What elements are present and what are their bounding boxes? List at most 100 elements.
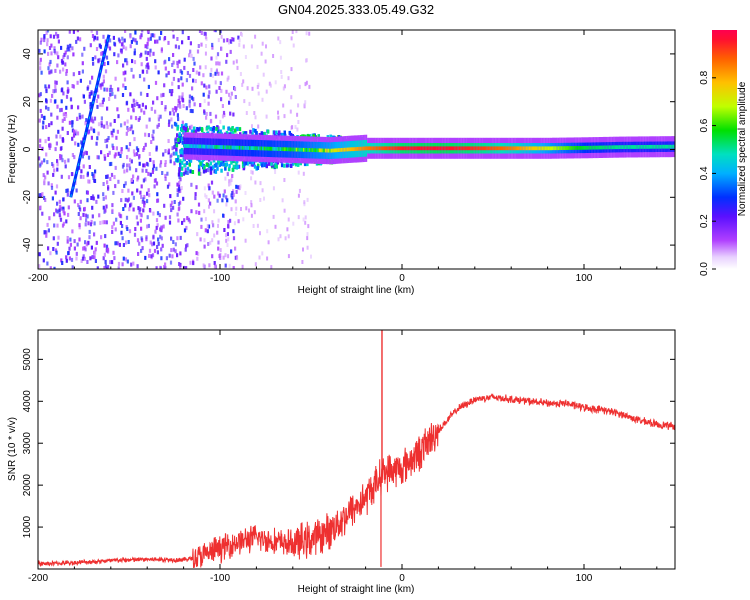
spectrogram-noise-cell xyxy=(153,178,156,183)
spectrogram-trace-core xyxy=(317,148,320,153)
spectrogram-faint-cell xyxy=(296,127,299,132)
spectrogram-noise-cell xyxy=(117,151,120,156)
spectrogram-cloud-cell xyxy=(233,159,236,164)
spectrogram-trace-core xyxy=(585,145,588,150)
spectrogram-noise-cell xyxy=(157,237,160,242)
spectrogram-noise-cell xyxy=(232,37,235,42)
spectrogram-trace-core xyxy=(552,146,554,151)
spectrogram-noise-cell xyxy=(133,232,137,237)
spectrogram-noise-cell xyxy=(219,81,222,86)
spectrogram-noise-cell xyxy=(81,154,84,159)
spectrogram-faint-cell xyxy=(263,160,266,165)
spectrogram-noise-cell xyxy=(184,167,187,172)
spectrogram-noise-cell xyxy=(176,236,179,241)
spectrogram-noise-cell xyxy=(192,78,195,83)
spectrogram-noise-cell xyxy=(131,130,135,135)
spectrogram-noise-cell xyxy=(171,107,174,112)
spectrogram-noise-cell xyxy=(93,178,96,183)
spectrogram-trace-core xyxy=(241,145,244,150)
spectrogram-noise-cell xyxy=(65,188,68,193)
spectrogram-trace-core xyxy=(234,145,237,150)
spectrogram-faint-cell xyxy=(256,64,259,69)
spectrogram-noise-cell xyxy=(124,257,127,262)
spectrogram-noise-cell xyxy=(153,248,157,253)
spectrogram-faint-cell xyxy=(279,40,282,45)
spectrogram-noise-cell xyxy=(146,63,149,68)
spectrogram-noise-cell xyxy=(167,139,170,143)
spectrogram-noise-cell xyxy=(56,51,59,56)
spectrogram-noise-cell xyxy=(230,193,233,198)
spectrogram-noise-cell xyxy=(66,86,70,91)
spectrogram-noise-cell xyxy=(196,49,200,54)
spectrogram-trace-core xyxy=(218,145,221,149)
spectrogram-noise-cell xyxy=(90,30,93,33)
spectrogram-noise-cell xyxy=(99,102,102,107)
spectrogram-noise-cell xyxy=(173,200,176,204)
spectrogram-faint-cell xyxy=(283,114,286,119)
spectrogram-noise-cell xyxy=(121,189,124,193)
spectrogram-noise-cell xyxy=(121,262,124,267)
spectrogram-noise-cell xyxy=(104,39,107,44)
spectrogram-trace-core xyxy=(617,145,620,150)
spectrogram-faint-cell xyxy=(303,200,306,205)
spectrogram-noise-cell xyxy=(173,145,176,150)
spectrogram-trace-core xyxy=(275,147,277,151)
spectrogram-trace-core xyxy=(284,147,286,152)
spectrogram-noise-cell xyxy=(44,139,47,144)
spectrogram-noise-cell xyxy=(186,71,189,75)
spectrogram-noise-cell xyxy=(226,53,229,58)
spectrogram-noise-cell xyxy=(44,198,47,202)
spectrogram-noise-cell xyxy=(128,142,132,147)
spectrogram-noise-cell xyxy=(128,229,132,234)
spectrogram-noise-cell xyxy=(94,55,97,60)
spectrogram-noise-cell xyxy=(108,46,112,51)
spectrogram-trace-core xyxy=(355,147,357,151)
spectrogram-noise-cell xyxy=(136,264,139,269)
spectrogram-noise-cell xyxy=(61,223,65,228)
spectrogram-noise-cell xyxy=(160,47,163,52)
spectrogram-faint-cell xyxy=(258,255,261,260)
spectrogram-noise-cell xyxy=(93,255,96,260)
spectrogram-noise-cell xyxy=(100,150,103,155)
spectrogram-cloud-cell xyxy=(251,132,254,137)
spectrogram-faint-cell xyxy=(242,79,245,84)
spectrogram-noise-cell xyxy=(176,212,179,217)
spectrogram-noise-cell xyxy=(157,114,160,119)
spectrogram-trace-core xyxy=(457,146,459,151)
spectrogram-trace-core xyxy=(629,145,631,149)
spectrogram-noise-cell xyxy=(120,42,124,47)
spectrogram-noise-cell xyxy=(195,185,198,190)
spectrogram-noise-cell xyxy=(164,266,167,269)
spectrogram-noise-cell xyxy=(49,34,52,39)
spectrogram-noise-cell xyxy=(50,185,54,190)
spectrogram-noise-cell xyxy=(230,249,233,254)
spectrogram-noise-cell xyxy=(59,217,63,222)
spectrogram-noise-cell xyxy=(224,263,227,268)
spectrogram-noise-cell xyxy=(64,62,67,67)
spectrogram-noise-cell xyxy=(156,96,159,101)
spectrogram-faint-cell xyxy=(256,223,259,228)
spectrogram-noise-cell xyxy=(129,34,132,39)
spectrogram-noise-cell xyxy=(102,79,105,84)
spectrogram-noise-cell xyxy=(208,186,211,191)
spectrogram-noise-cell xyxy=(206,229,209,234)
spectrogram-trace-core xyxy=(300,147,302,152)
spectrogram-noise-cell xyxy=(112,146,115,150)
spectrogram-trace-core xyxy=(591,145,593,150)
spectrogram-noise-cell xyxy=(232,192,235,197)
spectrogram-trace-core xyxy=(183,144,186,148)
spectrogram-noise-cell xyxy=(214,114,218,119)
spectrogram-cloud-cell xyxy=(220,168,223,173)
spectrogram-noise-cell xyxy=(151,134,154,139)
spectrogram-trace-core xyxy=(400,146,403,151)
spectrogram-noise-cell xyxy=(111,92,114,96)
spectrogram-noise-cell xyxy=(168,89,172,94)
spectrogram-cloud-cell xyxy=(180,172,183,177)
spectrogram-trace-core xyxy=(664,144,666,149)
spectrogram-noise-cell xyxy=(126,198,129,203)
spectrogram-faint-cell xyxy=(301,260,304,264)
spectrogram-noise-cell xyxy=(144,132,147,137)
spectrogram-noise-cell xyxy=(170,117,173,122)
